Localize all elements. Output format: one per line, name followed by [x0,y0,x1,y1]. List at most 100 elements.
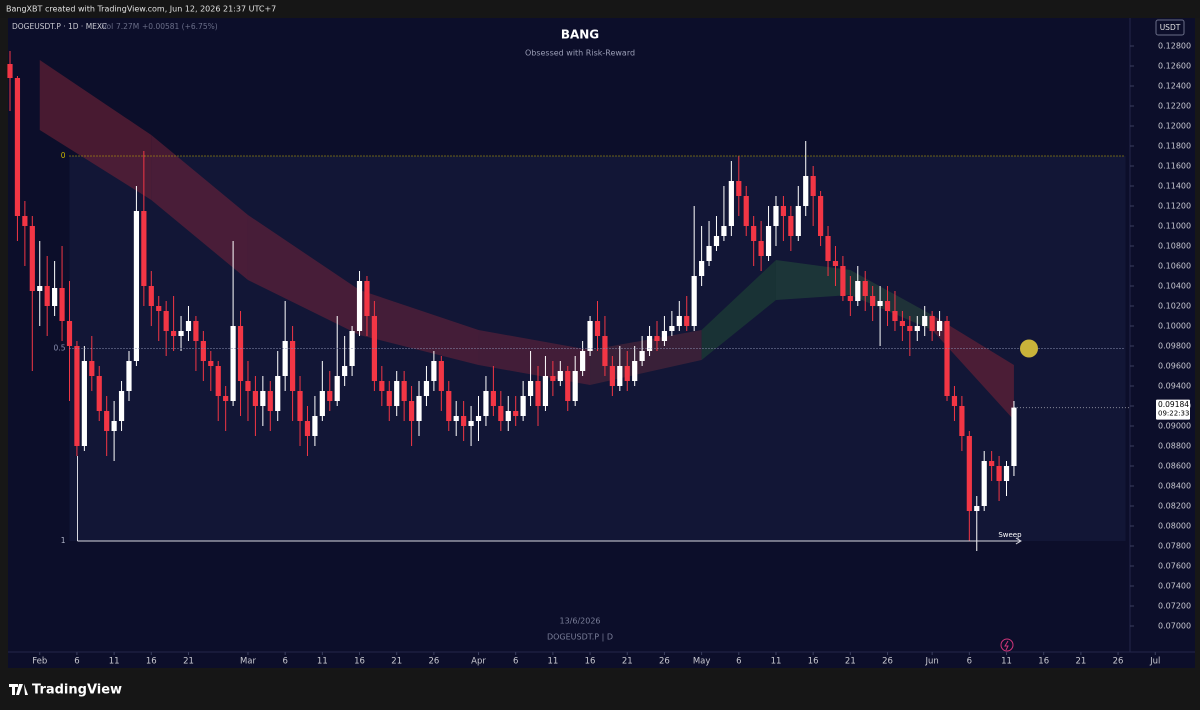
candle-body [89,361,95,376]
candle-body [260,391,266,406]
candle-body [267,391,273,411]
alert-icon[interactable] [1000,638,1014,652]
candle-body [751,226,757,241]
candle-body [431,361,437,381]
candle-body [193,321,199,341]
candle-body [104,411,110,431]
y-tick-label: 0.07600 [1158,562,1191,571]
x-tick-label: 26 [428,657,439,667]
candle-body [438,361,444,391]
y-tick-label: 0.12600 [1158,62,1191,71]
candle-body [468,421,474,426]
candle-body [44,286,50,306]
candle-body [713,236,720,246]
candle-body [156,306,162,311]
x-tick-label: 6 [736,657,741,667]
legend-volume-label: Vol [102,22,113,31]
candle-body [304,421,311,436]
x-tick-label: May [693,657,711,667]
candle-body [795,206,801,236]
candle-body [163,311,169,331]
candle-body [936,321,943,331]
candle-body [29,226,35,291]
ribbon-band [359,290,479,365]
last-price-box [1156,399,1190,420]
candle-body [408,401,415,421]
candle-body [594,321,601,336]
x-tick-label: 11 [771,657,782,667]
x-tick-label: Apr [471,657,486,667]
candle-body [632,361,638,381]
y-tick-label: 0.12800 [1158,42,1191,51]
candle-body [379,381,385,391]
candle-body [951,396,958,406]
candle-body [884,301,891,311]
candle-body [453,416,459,421]
y-tick-label: 0.10800 [1158,242,1191,251]
candle-body [736,181,742,196]
candle-body [1003,466,1010,481]
candle-body [74,346,80,446]
candle-body [215,366,221,396]
candle-body [788,216,794,236]
footer-bar [0,670,1200,710]
candle-body [929,316,935,331]
candle-body [118,391,125,421]
candle-body [133,211,140,361]
candle-body [461,416,467,426]
candle-body [498,406,504,421]
marks-layer [7,51,1017,551]
x-tick-label: 16 [585,657,596,667]
x-tick-label: 16 [1038,657,1049,667]
candle-body [289,341,296,391]
ribbon-band [775,260,851,300]
candle-body [914,326,920,331]
candle-body [66,321,73,346]
watermark-symbol: DOGEUSDT.P | D [547,633,613,642]
currency: USDT [1160,23,1181,32]
candle-body [773,206,779,226]
candle-body [1011,407,1017,466]
y-tick-label: 0.11400 [1158,182,1191,191]
candle-body [922,316,928,326]
annotation: Sweep [998,531,1022,539]
ribbon-band [932,315,1014,420]
candle-body [609,366,615,386]
candle-body [96,376,102,411]
candle-body [185,321,192,331]
y-tick-label: 0.10400 [1158,282,1191,291]
x-tick-label: 21 [1075,657,1086,667]
y-tick-label: 0.10600 [1158,262,1191,271]
x-tick-label: 16 [354,657,365,667]
legend-change: +0.00581 (+6.75%) [142,22,218,31]
y-tick-label: 0.10000 [1158,322,1191,331]
x-tick-label: Mar [240,657,257,667]
candle-body [14,78,21,216]
candle-body [817,196,824,236]
y-tick-label: 0.08000 [1158,522,1191,531]
candle-body [870,296,876,306]
x-tick-label: 16 [808,657,819,667]
candle-body [639,351,645,361]
candle-body [237,326,244,381]
y-tick-label: 0.11800 [1158,142,1191,151]
candle-body [416,396,422,421]
ribbon-band [39,60,152,200]
last-price: 0.09184 [1158,400,1189,409]
countdown: 09:22:33 [1158,410,1189,418]
candle-body [691,276,697,326]
y-tick-label: 0.09400 [1158,382,1191,391]
candle-body [148,286,154,306]
x-tick-label: Jun [925,657,939,667]
x-tick-label: 26 [1113,657,1124,667]
candle-body [483,391,489,416]
x-tick-label: 11 [1001,657,1012,667]
candle-body [364,281,370,316]
candle-body [319,391,325,416]
y-tick-label: 0.09600 [1158,362,1191,371]
ribbon-band [247,215,360,335]
candle-body [899,321,905,326]
y-tick-label: 0.09800 [1158,342,1191,351]
